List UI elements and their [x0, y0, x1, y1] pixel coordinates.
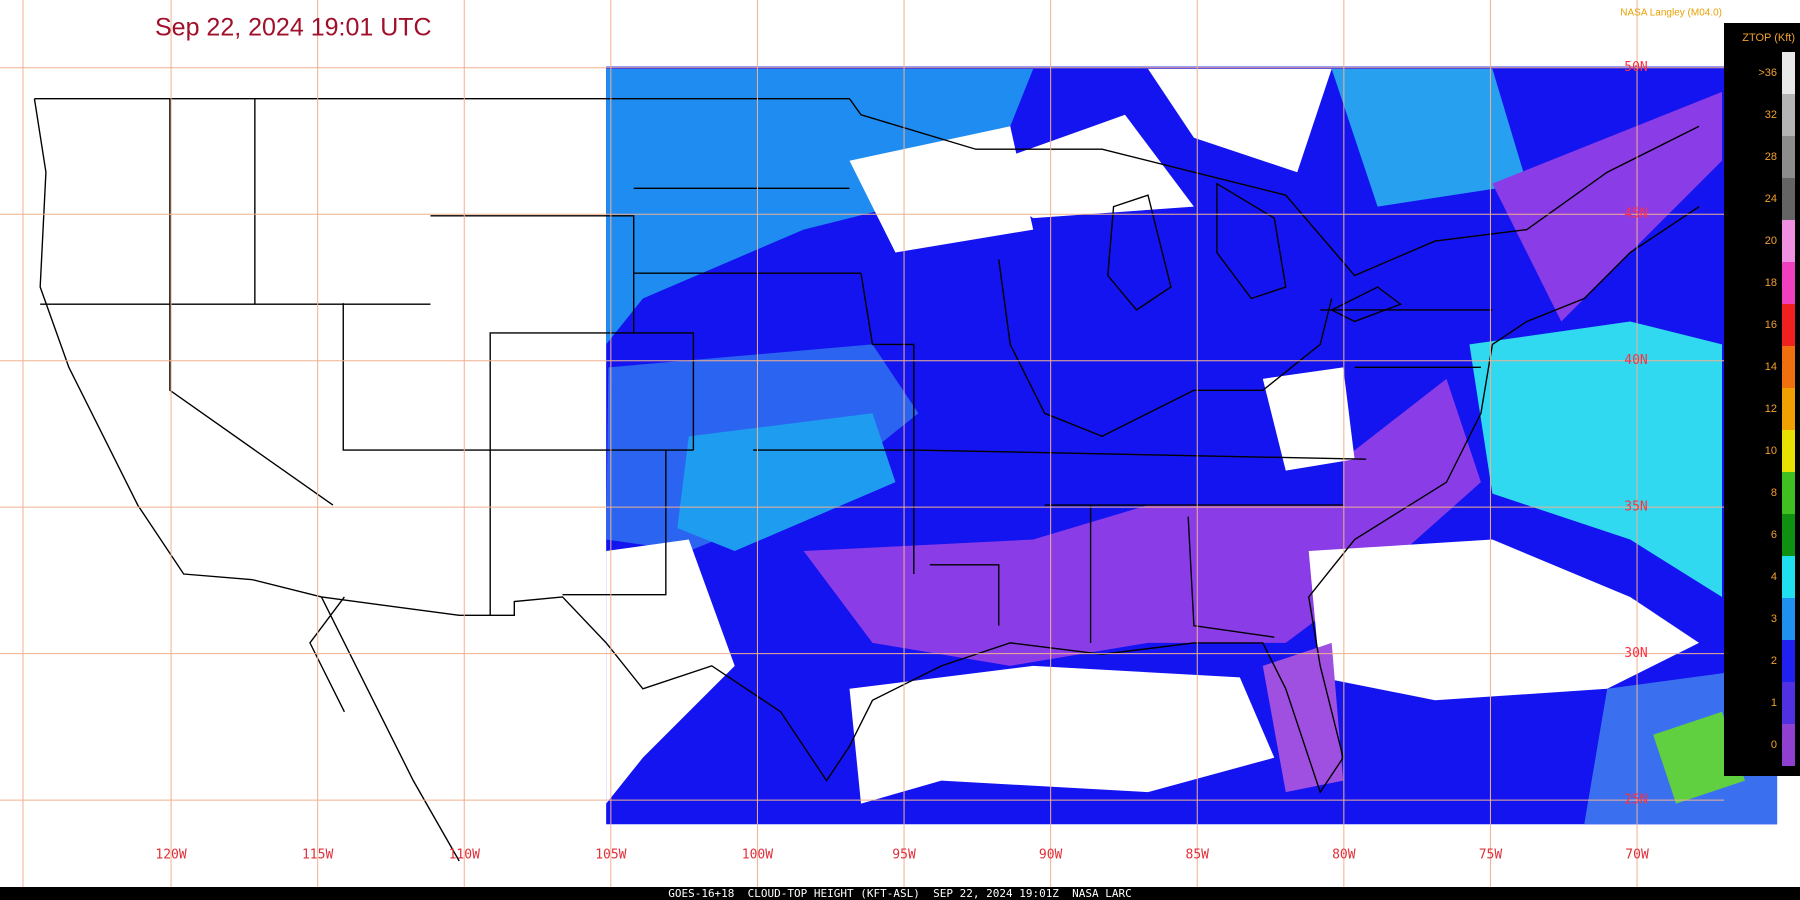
- colorbar-swatch: [1782, 52, 1795, 94]
- cloud-light: [606, 68, 1034, 345]
- colorbar-label: 12: [1765, 403, 1777, 415]
- clear-sky: [1148, 68, 1332, 173]
- footer-text: GOES-16+18 CLOUD-TOP HEIGHT (KFT-ASL) SE…: [668, 887, 1132, 900]
- colorbar-swatch: [1782, 724, 1795, 766]
- colorbar-label: 14: [1765, 361, 1777, 373]
- longitude-label: 85W: [1186, 848, 1210, 863]
- colorbar-label: 20: [1765, 235, 1777, 247]
- longitude-label: 70W: [1625, 848, 1649, 863]
- longitude-label: 90W: [1039, 848, 1063, 863]
- credit: NASA Langley (M04.0): [1620, 8, 1722, 19]
- latitude-label: 50N: [1624, 60, 1647, 75]
- boundaries: [33, 98, 1700, 862]
- colorbar-swatch: [1782, 136, 1795, 178]
- longitude-label: 105W: [595, 848, 626, 863]
- latitude-label: 30N: [1624, 646, 1647, 661]
- cloud-high: [1492, 91, 1722, 322]
- colorbar-swatch: [1782, 94, 1795, 136]
- colorbar-swatch: [1782, 514, 1795, 556]
- colorbar-label: 18: [1765, 277, 1777, 289]
- clear-sky: [1262, 367, 1355, 471]
- colorbar-swatch: [1782, 304, 1795, 346]
- colorbar-swatch: [1782, 640, 1795, 682]
- peninsula: [309, 596, 460, 862]
- longitude-label: 120W: [155, 848, 186, 863]
- colorbar-label: 28: [1765, 151, 1777, 163]
- colorbar-label: 16: [1765, 319, 1777, 331]
- colorbar-label: 32: [1765, 109, 1777, 121]
- cloud-high: [1262, 642, 1344, 793]
- clear-sky: [849, 126, 1034, 253]
- colorbar-label: 10: [1765, 445, 1777, 457]
- graticule: [0, 0, 1724, 887]
- footer-bar: [0, 887, 1800, 900]
- colorbar-swatch: [1782, 556, 1795, 598]
- colorbar-label: 8: [1771, 487, 1777, 499]
- longitude-label: 110W: [449, 848, 480, 863]
- colorbar-label: 4: [1771, 571, 1777, 583]
- longitude-label: 115W: [302, 848, 333, 863]
- grid-labels: 120W 115W 110W 105W 100W 95W 90W 85W 80W 75W 70W 50…: [155, 60, 1649, 862]
- longitude-label: 95W: [892, 848, 916, 863]
- colorbar-swatch: [1782, 682, 1795, 724]
- longitude-label: 80W: [1332, 848, 1356, 863]
- latitude-label: 40N: [1624, 353, 1647, 368]
- colorbar-label: 0: [1771, 739, 1777, 751]
- state-line: [913, 259, 1493, 643]
- coastline: [252, 206, 1700, 794]
- colorbar-swatch: [1782, 598, 1795, 640]
- colorbar-swatch: [1782, 388, 1795, 430]
- coastline: [33, 98, 253, 581]
- colorbar-swatch: [1782, 430, 1795, 472]
- cloud-field: [606, 66, 1778, 825]
- border: [34, 98, 1700, 277]
- longitude-label: 75W: [1479, 848, 1503, 863]
- latitude-label: 45N: [1624, 207, 1647, 222]
- colorbar-swatch: [1782, 472, 1795, 514]
- clear-sky: [964, 114, 1194, 219]
- longitude-label: 100W: [742, 848, 773, 863]
- map-title: Sep 22, 2024 19:01 UTC: [155, 14, 432, 42]
- colorbar-label: 1: [1771, 697, 1777, 709]
- colorbar-swatch: [1782, 346, 1795, 388]
- cloud-light: [1331, 68, 1527, 207]
- cloud-light: [677, 413, 896, 552]
- colorbar-swatch: [1782, 220, 1795, 262]
- clear-sky: [849, 665, 1275, 804]
- colorbar-swatch: [1782, 178, 1795, 220]
- cloud-green: [1653, 711, 1745, 804]
- cloud-cyan: [1469, 321, 1722, 597]
- colorbar-label: 2: [1771, 655, 1777, 667]
- clear-sky: [1308, 539, 1700, 701]
- lake: [1107, 182, 1402, 323]
- colorbar-label: 3: [1771, 613, 1777, 625]
- latitude-label: 35N: [1624, 500, 1647, 515]
- colorbar-swatch: [1782, 262, 1795, 304]
- state-line: [169, 98, 334, 506]
- latitude-label: 25N: [1624, 793, 1647, 808]
- clear-sky: [606, 539, 735, 804]
- colorbar-label: 6: [1771, 529, 1777, 541]
- colorbar-label: >36: [1758, 67, 1777, 79]
- colorbar-label: 24: [1765, 193, 1777, 205]
- legend-title: ZTOP (Kft): [1742, 32, 1795, 44]
